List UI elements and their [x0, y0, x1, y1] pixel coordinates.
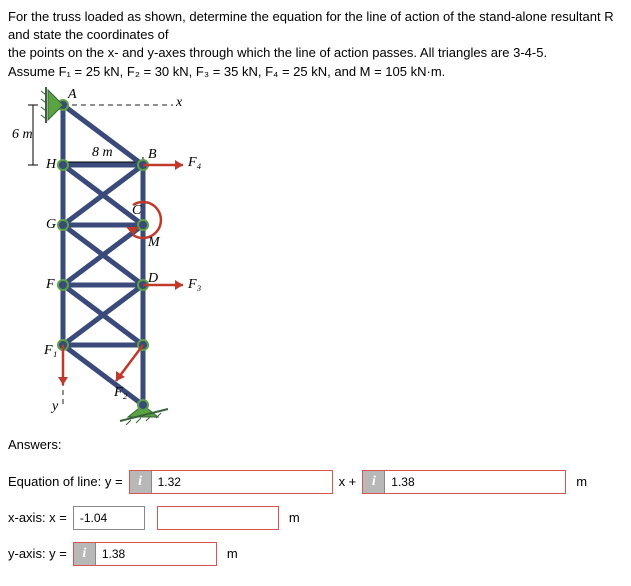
- label-H: H: [46, 157, 56, 173]
- xaxis-row: x-axis: x = -1.04 m: [8, 506, 623, 530]
- truss-svg: [8, 85, 268, 425]
- equation-value-2: 1.38: [385, 475, 565, 489]
- info-icon: i: [363, 471, 385, 493]
- answers-section: Answers: Equation of line: y = i 1.32 x …: [8, 437, 623, 566]
- xaxis-input[interactable]: -1.04: [73, 506, 145, 530]
- xaxis-label: x-axis: x =: [8, 510, 67, 525]
- truss-diagram: A x 6 m H 8 m B F₄ C G M D F₃ F F₁ F₂ y: [8, 85, 268, 425]
- label-F2: F₂: [114, 385, 127, 401]
- equation-input-1[interactable]: i 1.32: [129, 470, 333, 494]
- yaxis-unit: m: [227, 546, 238, 561]
- label-F3: F₃: [188, 277, 201, 293]
- equation-input-2[interactable]: i 1.38: [362, 470, 566, 494]
- equation-unit: m: [576, 474, 587, 489]
- problem-statement: For the truss loaded as shown, determine…: [8, 8, 623, 81]
- xaxis-value: -1.04: [74, 511, 144, 525]
- equation-value-1: 1.32: [152, 475, 332, 489]
- equation-label: Equation of line: y =: [8, 474, 123, 489]
- label-D: D: [148, 271, 158, 287]
- yaxis-label: y-axis: y =: [8, 546, 67, 561]
- label-B: B: [148, 147, 157, 163]
- equation-mid: x +: [339, 474, 357, 489]
- problem-line1: For the truss loaded as shown, determine…: [8, 8, 623, 44]
- problem-assume: Assume F₁ = 25 kN, F₂ = 30 kN, F₃ = 35 k…: [8, 63, 623, 81]
- label-F: F: [46, 277, 55, 293]
- yaxis-input[interactable]: i 1.38: [73, 542, 217, 566]
- label-8m: 8 m: [92, 145, 113, 161]
- yaxis-row: y-axis: y = i 1.38 m: [8, 542, 623, 566]
- label-A: A: [68, 87, 77, 103]
- yaxis-value: 1.38: [96, 547, 216, 561]
- answers-heading: Answers:: [8, 437, 623, 452]
- info-icon: i: [74, 543, 96, 565]
- label-G: G: [46, 217, 56, 233]
- label-F4: F₄: [188, 155, 201, 171]
- label-x-axis: x: [176, 95, 182, 111]
- label-F1: F₁: [44, 343, 57, 359]
- xaxis-unit: m: [289, 510, 300, 525]
- label-y-axis: y: [52, 399, 58, 415]
- label-6m: 6 m: [12, 127, 33, 143]
- info-icon: i: [130, 471, 152, 493]
- equation-row: Equation of line: y = i 1.32 x + i 1.38 …: [8, 470, 623, 494]
- label-C: C: [132, 203, 141, 219]
- problem-line2: the points on the x- and y-axes through …: [8, 44, 623, 62]
- xaxis-blank[interactable]: [157, 506, 279, 530]
- label-M: M: [148, 235, 160, 251]
